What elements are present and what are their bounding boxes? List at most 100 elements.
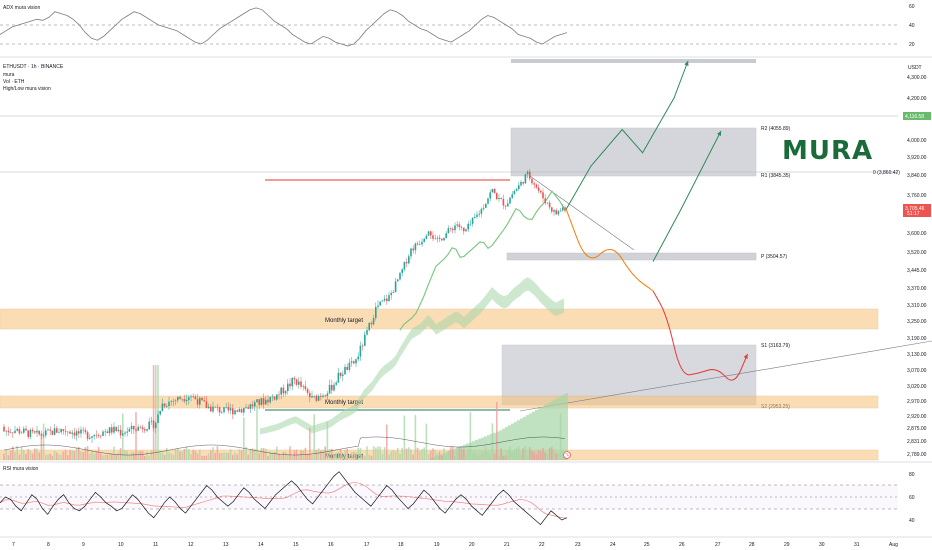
candle-body <box>289 383 291 387</box>
clock-icon[interactable] <box>563 451 571 459</box>
price-tick: 3,920.00 <box>907 155 927 161</box>
stair-step <box>448 450 451 460</box>
price-tick: 3,445.00 <box>907 268 927 274</box>
candle-body <box>359 345 362 357</box>
volume-bar <box>78 446 80 460</box>
stair-step <box>478 438 481 460</box>
volume-bar <box>27 449 29 460</box>
volume-bar <box>559 413 562 460</box>
rsi-panel: RSI mura vision 80 60 40 <box>0 466 915 526</box>
candle-body <box>115 426 117 432</box>
candle-body <box>355 359 357 364</box>
volume-bar <box>201 455 203 460</box>
price-tick: 3,370.00 <box>907 286 927 292</box>
candle-body <box>401 269 403 273</box>
volume-bar <box>372 446 375 460</box>
candle-body <box>16 428 18 431</box>
volume-bar <box>289 446 291 460</box>
volume-bar <box>403 415 406 460</box>
candle-body <box>430 231 432 236</box>
candle-body <box>18 428 21 434</box>
projection-down-red <box>652 290 749 381</box>
candle-body <box>438 237 441 239</box>
candle-body <box>126 431 128 433</box>
candle-body <box>489 192 491 199</box>
candle-body <box>480 208 483 214</box>
volume-bar <box>520 454 522 460</box>
candle-body <box>20 432 23 434</box>
candle-body <box>353 361 355 364</box>
volume-bar <box>548 447 551 460</box>
volume-bar <box>221 452 223 460</box>
candle-body <box>476 214 478 217</box>
time-tick: 14 <box>258 542 264 548</box>
volume-bar <box>421 448 423 460</box>
volume-bar <box>38 452 40 460</box>
volume-bar <box>449 446 452 460</box>
candle-body <box>238 409 241 412</box>
volume-bar <box>478 454 480 460</box>
candle-body <box>562 207 564 211</box>
candle-body <box>419 244 421 245</box>
candle-body <box>159 410 161 415</box>
arrow-head-up-1 <box>684 61 689 66</box>
candle-body <box>381 300 384 302</box>
time-tick: 28 <box>749 542 755 548</box>
candle-body <box>313 395 315 397</box>
candle-body <box>458 224 461 228</box>
price-tick: 2,970.00 <box>907 399 927 405</box>
candle-body <box>67 431 69 433</box>
volume-bar <box>71 450 73 460</box>
candle-body <box>82 429 84 431</box>
candle-body <box>317 395 320 401</box>
candle-body <box>559 210 562 212</box>
stair-step <box>511 423 514 460</box>
volume-bar <box>212 447 214 460</box>
volume-bar <box>42 423 45 460</box>
candle-body <box>482 207 485 209</box>
volume-bar <box>509 446 511 460</box>
candle-body <box>315 395 318 401</box>
candle-body <box>326 393 329 397</box>
volume-bar <box>256 405 258 460</box>
candle-body <box>58 432 60 433</box>
volume-bar <box>502 455 505 460</box>
price-tick: 3,760.00 <box>907 193 927 199</box>
volume-bar <box>469 412 472 460</box>
volume-bar <box>526 455 529 460</box>
volume-bar <box>273 452 276 460</box>
candle-body <box>526 171 529 175</box>
candle-body <box>137 426 139 431</box>
candle-body <box>322 395 324 397</box>
stair-step <box>544 404 547 460</box>
volume-bar <box>210 450 212 460</box>
volume-bar <box>73 451 76 460</box>
volume-bar <box>454 455 456 460</box>
volume-bar <box>205 455 208 460</box>
candle-body <box>537 187 540 191</box>
candle-body <box>34 431 36 433</box>
candle-body <box>465 229 467 232</box>
volume-bar <box>419 451 421 460</box>
volume-bar <box>487 451 489 460</box>
volume-bar <box>86 446 89 460</box>
candle-body <box>493 188 496 194</box>
volume-bar <box>232 454 234 460</box>
stair-step <box>517 420 520 460</box>
candle-body <box>172 400 175 402</box>
volume-bar <box>12 446 14 460</box>
volume-bar <box>504 455 507 460</box>
candle-body <box>29 429 32 437</box>
candle-body <box>130 425 133 430</box>
candle-body <box>106 431 109 434</box>
candle-body <box>210 406 212 412</box>
volume-bar <box>337 451 340 460</box>
volume-bar <box>141 451 144 460</box>
s1-label: S1 (3163.79) <box>761 343 790 349</box>
candle-body <box>157 414 159 423</box>
candle-body <box>339 372 342 376</box>
candle-body <box>14 430 16 433</box>
candle-body <box>102 431 104 437</box>
monthly-target-label-2: Monthly target <box>325 400 363 406</box>
time-tick: 12 <box>188 542 194 548</box>
